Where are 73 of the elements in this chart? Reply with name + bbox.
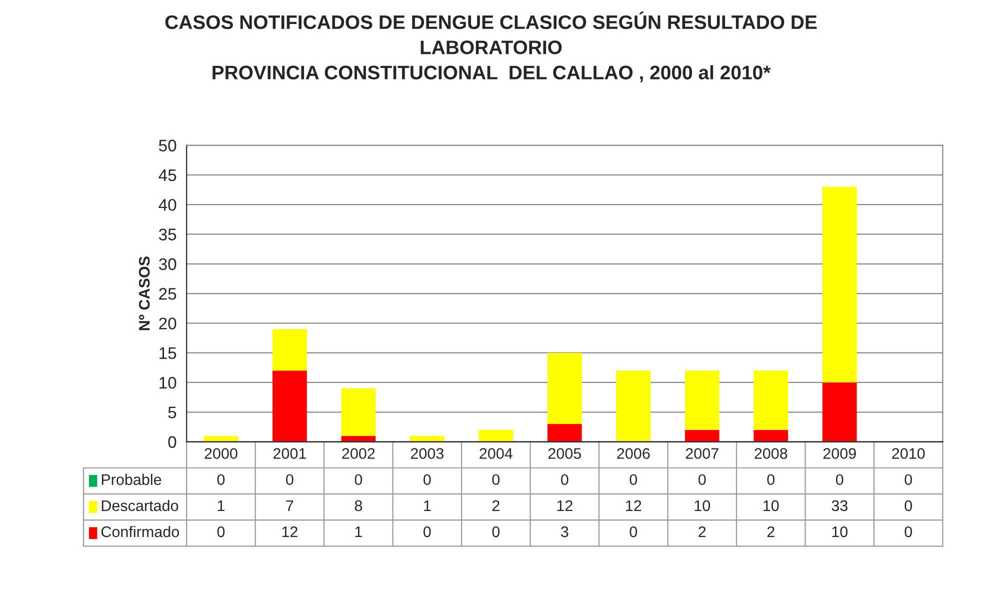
data-label: 33 (832, 500, 848, 512)
data-label: 10 (764, 500, 779, 512)
data-label: 0 (492, 474, 500, 486)
data-label: 0 (286, 474, 294, 486)
bar (341, 388, 376, 436)
x-tick-label: 2010 (892, 448, 925, 459)
x-tick-label: 2001 (273, 448, 306, 459)
chart-title: CASOS NOTIFICADOS DE DENGUE CLASICO SEGÚN RESULTADO DE LABORATORIO PROVINCIA CONSTITUCIONAL DEL CALLAO , 2000 al 2010* (165, 12, 817, 82)
data-label: 1 (424, 500, 431, 511)
data-label: 0 (698, 474, 706, 486)
legend-label: Confirmado (101, 526, 179, 538)
data-label: 0 (424, 526, 431, 538)
bar (547, 352, 582, 424)
y-tick-label: 15 (160, 347, 176, 360)
data-label: 0 (836, 474, 844, 486)
y-tick-label: 10 (160, 376, 176, 389)
x-tick-label: 2008 (754, 448, 788, 459)
data-label: 3 (560, 526, 568, 538)
data-label: 10 (694, 500, 710, 512)
data-label: 0 (630, 474, 638, 486)
bar (822, 382, 857, 442)
x-tick-label: 2002 (342, 448, 375, 459)
y-tick-label: 25 (159, 288, 176, 300)
data-label: 10 (832, 526, 848, 538)
bar (754, 370, 788, 430)
x-tick-label: 2003 (410, 448, 444, 459)
data-label: 12 (626, 500, 642, 511)
data-label: 2 (492, 500, 500, 511)
y-tick-label: 50 (158, 140, 176, 152)
bar (478, 430, 514, 442)
y-tick-label: 40 (158, 198, 176, 211)
bar (616, 370, 651, 442)
bar (754, 430, 788, 442)
data-label: 0 (354, 474, 362, 486)
x-tick-label: 2004 (480, 448, 512, 459)
data-label: 0 (630, 526, 638, 538)
data-label: 2 (767, 526, 774, 538)
x-tick-label: 2005 (548, 448, 582, 459)
bar (822, 186, 857, 382)
data-label: 2 (698, 526, 706, 538)
data-label: 0 (767, 474, 775, 486)
data-label: 0 (217, 474, 225, 486)
x-tick-label: 2006 (617, 448, 650, 459)
data-label: 1 (218, 500, 224, 511)
y-tick-label: 35 (158, 228, 176, 240)
x-tick-label: 2007 (686, 448, 718, 459)
bar (272, 329, 307, 371)
data-label: 0 (561, 474, 568, 486)
data-label: 0 (904, 500, 912, 512)
data-label: 8 (354, 500, 362, 512)
data-label: 0 (424, 474, 431, 486)
data-label: 12 (557, 500, 572, 511)
data-label: 1 (355, 526, 362, 538)
y-tick-label: 20 (159, 318, 176, 330)
y-tick-label: 30 (158, 258, 176, 270)
y-tick-label: 5 (168, 406, 176, 418)
data-label: 7 (286, 500, 294, 511)
bar (272, 370, 307, 442)
y-tick-label: 0 (168, 436, 176, 448)
data-label: 0 (904, 526, 912, 538)
bar (547, 424, 582, 442)
legend-label: Probable (102, 474, 162, 486)
data-label: 0 (492, 526, 500, 538)
x-tick-label: 2000 (204, 448, 238, 459)
data-label: 12 (282, 526, 298, 538)
data-label: 0 (217, 526, 225, 538)
bar (684, 430, 720, 442)
y-axis-title: Nº CASOS (138, 256, 150, 330)
x-tick-label: 2009 (823, 448, 856, 459)
data-label: 0 (904, 474, 912, 486)
legend-label: Descartado (102, 500, 178, 512)
y-tick-label: 45 (158, 170, 176, 182)
bar (684, 370, 720, 430)
